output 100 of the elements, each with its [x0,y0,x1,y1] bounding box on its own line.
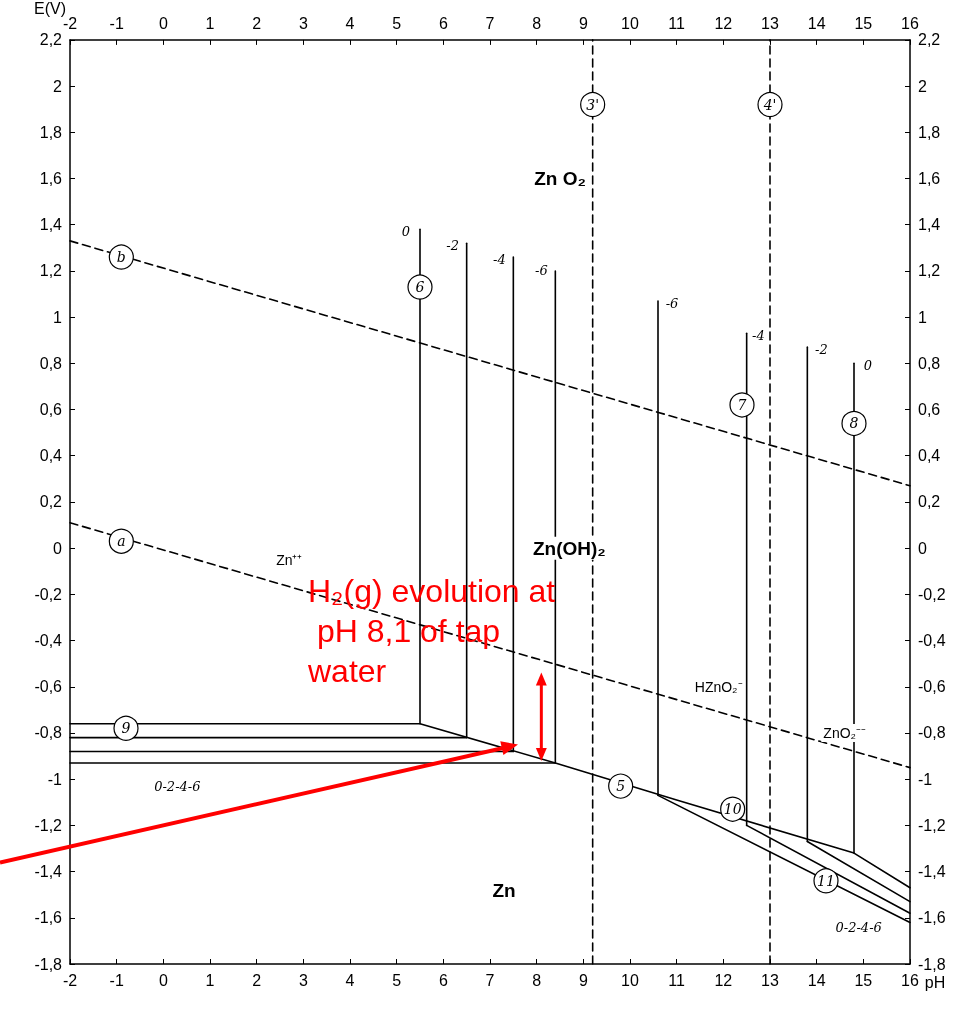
y-tick-label: 1,4 [39,216,63,234]
x-tick-label: 15 [854,15,873,33]
y-tick-label: 1,2 [39,262,63,280]
x-tick-label: 7 [485,15,495,33]
x2-tick-label: 12 [714,971,733,989]
annotation: -4 [493,251,506,267]
y2-tick-label: 0,8 [918,354,941,372]
y2-tick-label: 1 [918,308,927,326]
y-tick-label: 0 [53,539,63,557]
x2-tick-label: 5 [392,971,402,989]
annotation: 5 [616,778,626,795]
annotation: b [116,249,126,266]
y-tick-label: 1,8 [39,123,63,141]
annotation: Zn [492,879,516,901]
y2-tick-label: 0,6 [918,401,941,419]
y-tick-label: -1 [47,770,63,788]
x2-tick-label: 9 [578,971,588,989]
annotation: Zn O₂ [534,168,586,190]
y2-tick-label: 1,2 [918,262,941,280]
y-tick-label: 0,6 [39,401,63,419]
annotation: 11 [817,872,835,889]
x2-tick-label: 0 [158,971,168,989]
annotation: HZnO₂⁻ [694,678,743,695]
annotation: 0 [863,358,873,374]
x2-tick-label: 13 [761,971,779,989]
annotation: -6 [665,295,679,311]
x2-tick-label: 2 [252,971,262,989]
x-tick-label: 12 [714,15,733,33]
annotation: 10 [723,801,742,818]
annotation: 6 [415,279,425,296]
y2-tick-label: -0,8 [918,724,946,742]
y2-tick-label: 0,4 [918,447,941,465]
y-tick-label: 1,6 [39,170,63,188]
x2-tick-label: 1 [205,971,215,989]
y2-tick-label: 1,6 [918,170,941,188]
x2-tick-label: 4 [345,971,355,989]
x2-tick-label: -2 [62,971,78,989]
y2-tick-label: 2,2 [918,31,941,49]
y-tick-label: 2 [53,77,63,95]
x-tick-label: 13 [761,15,779,33]
x-tick-label: 1 [205,15,215,33]
x-tick-label: 9 [578,15,588,33]
x2-tick-label: 15 [854,971,873,989]
annotation: -6 [535,263,548,279]
x-tick-label: 16 [901,15,919,33]
x2-tick-label: 7 [485,971,495,989]
x2-tick-label: 16 [901,971,919,989]
x-tick-label: 8 [532,15,542,33]
y-tick-label: -1,6 [34,909,63,927]
y-tick-label: 1 [53,308,63,326]
x-tick-label: -1 [109,15,124,33]
y-axis-title: E(V) [34,0,66,17]
x-tick-label: 11 [668,15,686,33]
y-tick-label: -1,4 [34,863,63,881]
y-tick-label: -0,6 [34,678,63,696]
x-tick-label: 10 [621,15,639,33]
y-tick-label: -0,4 [34,632,63,650]
x-tick-label: 4 [345,15,355,33]
annotation: -2 [446,238,459,254]
x-tick-label: 6 [438,15,448,33]
y-tick-label: 0,8 [39,354,63,372]
y2-tick-label: -1 [918,770,933,788]
annotation: 4' [762,96,777,113]
x-tick-label: 5 [392,15,402,33]
x2-tick-label: 6 [438,971,448,989]
x2-tick-label: -1 [109,971,124,989]
annotation: 0-2-4-6 [835,919,882,935]
x2-tick-label: 14 [807,971,826,989]
y2-tick-label: 2 [918,77,927,95]
annotation: -4 [752,328,765,344]
x-tick-label: 14 [807,15,826,33]
x2-tick-label: 11 [668,971,686,989]
annotation: 3' [586,96,600,113]
y-tick-label: -1,2 [34,816,63,834]
y2-tick-label: 1,8 [918,123,941,141]
annotation: Zn(OH)₂ [532,537,606,559]
x2-tick-label: 10 [621,971,639,989]
y-tick-label: -0,2 [34,585,63,603]
y2-tick-label: -1,8 [918,955,946,973]
annotation: Zn⁺⁺ [276,551,303,568]
y2-tick-label: -0,6 [918,678,946,696]
y-tick-label: 0,4 [39,447,63,465]
y2-tick-label: -0,2 [918,585,946,603]
x-tick-label: 3 [298,15,308,33]
annotation: 8 [849,415,859,432]
y-tick-label: -1,8 [34,955,63,973]
y-tick-label: -0,8 [34,724,63,742]
annotation: a [117,533,126,550]
x-axis-title: pH [924,973,946,991]
x2-tick-label: 3 [298,971,308,989]
annotation: 0-2-4-6 [154,778,201,794]
annotation: 9 [121,720,131,737]
y2-tick-label: 1,4 [918,216,941,234]
y-tick-label: 0,2 [39,493,63,511]
x-tick-label: 0 [158,15,168,33]
x-tick-label: 2 [252,15,262,33]
annotation: 0 [401,224,411,240]
y2-tick-label: 0 [918,539,927,557]
annotation: ZnO₂⁻⁻ [823,724,866,741]
y2-tick-label: -1,2 [918,816,946,834]
